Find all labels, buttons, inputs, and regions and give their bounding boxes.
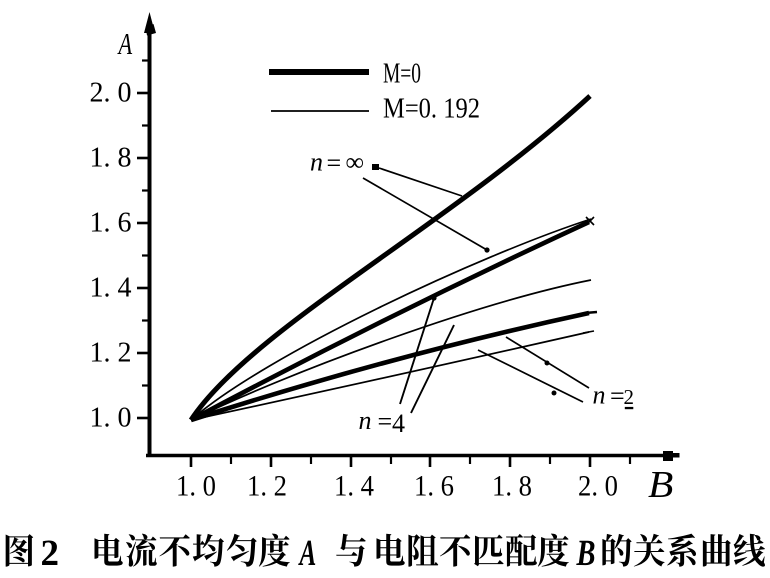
svg-text:4: 4: [392, 409, 405, 438]
svg-text:=: =: [610, 382, 625, 411]
svg-text:1. 8: 1. 8: [492, 470, 532, 503]
svg-text:n: n: [310, 148, 323, 177]
svg-text:A: A: [117, 26, 133, 60]
svg-text:n: n: [593, 381, 606, 410]
svg-text:M=0. 192: M=0. 192: [383, 93, 480, 125]
svg-text:2: 2: [624, 385, 635, 409]
svg-text:n: n: [359, 406, 372, 435]
svg-text:1. 4: 1. 4: [90, 273, 132, 304]
svg-text:B: B: [648, 464, 673, 506]
svg-text:2. 0: 2. 0: [90, 78, 132, 109]
svg-text:1. 6: 1. 6: [414, 470, 454, 503]
svg-text:2. 0: 2. 0: [578, 470, 618, 503]
svg-text:1. 4: 1. 4: [334, 470, 374, 503]
svg-text:=: =: [378, 407, 393, 436]
svg-text:1. 8: 1. 8: [90, 143, 132, 174]
svg-text:M=0: M=0: [383, 57, 421, 89]
svg-text:∞: ∞: [346, 148, 365, 177]
svg-text:1. 2: 1. 2: [90, 338, 132, 369]
svg-text:1. 2: 1. 2: [247, 470, 287, 503]
svg-text:1. 0: 1. 0: [176, 470, 216, 503]
svg-text:1. 0: 1. 0: [90, 403, 132, 434]
svg-text:1. 6: 1. 6: [90, 208, 132, 239]
svg-text:=: =: [327, 149, 342, 178]
